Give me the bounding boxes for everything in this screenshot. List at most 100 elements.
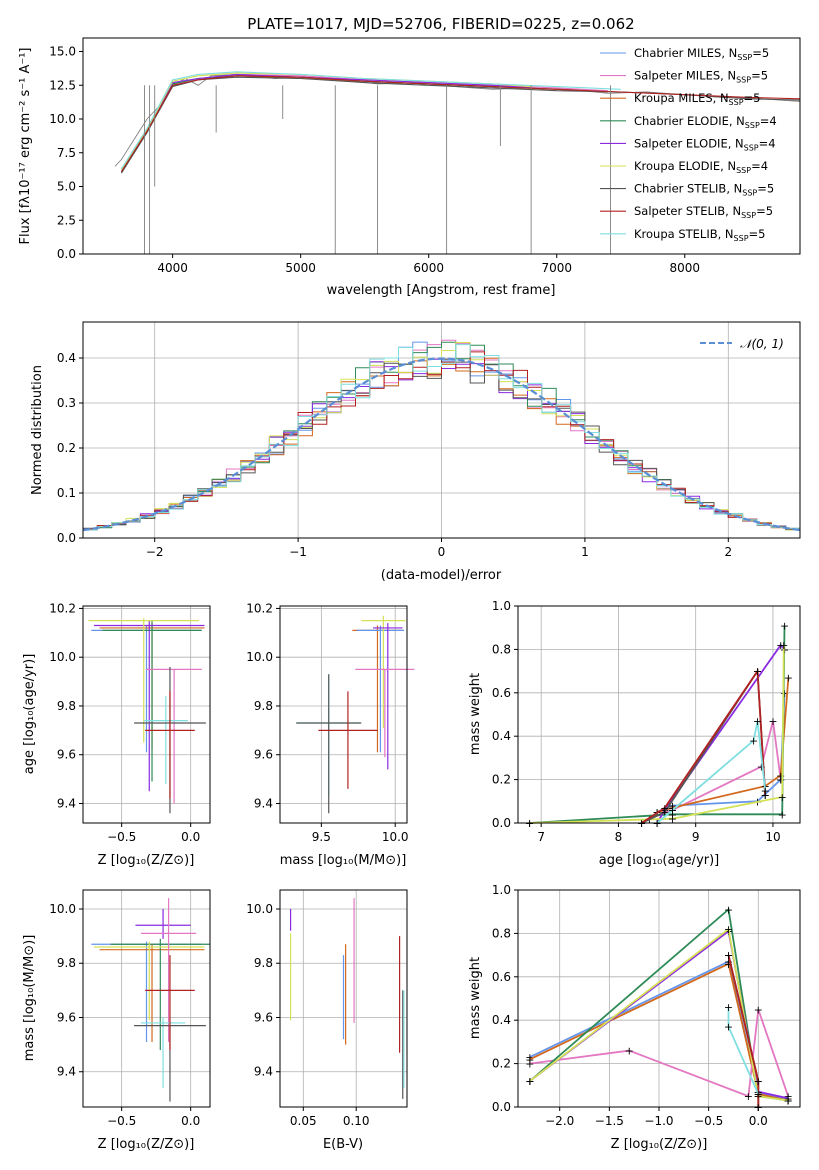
spectrum-line xyxy=(120,71,621,170)
legend-label-value: =4 xyxy=(760,114,777,128)
weight-age-marker: + xyxy=(761,784,770,797)
weight-age-marker: + xyxy=(753,715,762,728)
weight-z-line xyxy=(727,1007,760,1095)
y-tick-label: 9.4 xyxy=(57,1065,76,1079)
weight-age-marker: + xyxy=(753,665,762,678)
legend-label-sub: SSP xyxy=(745,121,760,130)
y-tick-label: 0.8 xyxy=(492,926,511,940)
y-tick-label: 0.0 xyxy=(57,247,76,261)
weight-age-ylabel: mass weight xyxy=(468,673,483,755)
legend-label-text: Kroupa MILES, N xyxy=(634,91,729,105)
legend-label-text: Salpeter STELIB, N xyxy=(634,204,741,218)
x-tick-label: −1.5 xyxy=(595,1114,624,1128)
y-tick-label: 9.8 xyxy=(254,956,273,970)
x-tick-label: 0.0 xyxy=(181,830,200,844)
legend-label: Chabrier ELODIE, NSSP=4 xyxy=(634,114,777,130)
legend-label-value: =5 xyxy=(751,69,768,83)
mass-z-panel: −0.5 0.0 9.4 9.6 9.8 10.0 Z [log₁₀(Z/Z⊙)] mas… xyxy=(22,889,211,1152)
weight-z-marker: + xyxy=(724,949,733,962)
legend-label: Kroupa ELODIE, NSSP=4 xyxy=(634,159,768,175)
weight-age-marker: + xyxy=(668,802,677,815)
legend-label-text: Kroupa STELIB, N xyxy=(634,227,734,241)
weight-z-line xyxy=(529,927,789,1102)
spectrum-line xyxy=(120,75,800,172)
x-tick-label: 10 xyxy=(765,830,780,844)
residual-histogram xyxy=(83,344,800,531)
y-tick-label: 9.8 xyxy=(57,699,76,713)
mass-ebv-xlabel: E(B-V) xyxy=(323,1137,363,1152)
y-tick-label: 9.4 xyxy=(57,796,76,810)
legend-label-value: =5 xyxy=(757,182,774,196)
weight-z-marker: + xyxy=(525,1058,534,1071)
y-tick-label: 9.6 xyxy=(254,1010,273,1024)
spectrum-xlabel: wavelength [Angstrom, rest frame] xyxy=(327,283,556,298)
weight-z-marker: + xyxy=(525,1075,534,1088)
x-tick-label: −2.0 xyxy=(545,1114,574,1128)
y-tick-label: 0.0 xyxy=(492,1100,511,1114)
spectrum-title: PLATE=1017, MJD=52706, FIBERID=0225, z=0… xyxy=(247,15,634,33)
y-tick-label: 1.0 xyxy=(492,883,511,897)
weight-age-marker: + xyxy=(776,639,785,652)
gaussian-legend-label: 𝒩(0, 1) xyxy=(740,337,784,351)
weight-age-marker: + xyxy=(660,802,669,815)
weight-z-marker: + xyxy=(525,1051,534,1064)
weight-z-marker: + xyxy=(525,1053,534,1066)
legend-label-sub: SSP xyxy=(729,98,744,107)
age-z-ylabel: age [log₁₀(age/yr)] xyxy=(22,654,37,775)
x-tick-label: −2 xyxy=(146,545,164,559)
age-mass-panel: 9.5 10.0 9.4 9.6 9.8 10.0 10.2 mass [log₁₀(M/M… xyxy=(246,601,415,868)
legend-label-value: =4 xyxy=(751,159,768,173)
y-tick-label: 9.8 xyxy=(57,956,76,970)
x-tick-label: 0.05 xyxy=(290,1114,317,1128)
x-tick-label: 7000 xyxy=(541,261,572,275)
legend-label-sub: SSP xyxy=(744,143,759,152)
y-tick-label: 9.4 xyxy=(254,1065,273,1079)
residual-axes-frame xyxy=(82,321,801,539)
weight-z-marker: + xyxy=(783,1094,792,1107)
weight-z-line xyxy=(529,1009,789,1098)
legend-label: Chabrier MILES, NSSP=5 xyxy=(634,46,769,62)
y-tick-label: 9.6 xyxy=(57,748,76,762)
legend-label-value: =5 xyxy=(749,227,766,241)
legend-label-text: Salpeter ELODIE, N xyxy=(634,136,744,150)
mass-ebv-axes-frame xyxy=(279,889,408,1108)
y-tick-label: 10.0 xyxy=(49,650,76,664)
weight-z-marker: + xyxy=(754,1075,763,1088)
weight-age-marker: + xyxy=(776,774,785,787)
y-tick-label: 10.0 xyxy=(246,902,273,916)
spectrum-series-group xyxy=(114,71,800,254)
legend-label-sub: SSP xyxy=(737,53,752,62)
weight-z-marker: + xyxy=(783,1094,792,1107)
legend-label-value: =5 xyxy=(752,46,769,60)
x-tick-label: 7 xyxy=(537,830,545,844)
weight-z-xlabel: Z [log₁₀(Z/Z⊙)] xyxy=(611,1137,708,1152)
y-tick-label: 10.0 xyxy=(49,112,76,126)
y-tick-label: 0.8 xyxy=(492,642,511,656)
y-tick-label: 0.4 xyxy=(492,729,511,743)
weight-age-marker: + xyxy=(779,639,788,652)
weight-age-line xyxy=(656,720,767,824)
x-tick-label: 2 xyxy=(724,545,732,559)
x-tick-label: −0.5 xyxy=(107,830,136,844)
legend-label-sub: SSP xyxy=(736,166,751,175)
y-tick-label: 0.6 xyxy=(492,970,511,984)
age-z-panel: −0.5 0.0 9.4 9.6 9.8 10.0 10.2 Z [log₁₀(Z/Z⊙)]… xyxy=(22,601,211,868)
residual-histogram xyxy=(83,351,800,530)
y-tick-label: 10.0 xyxy=(49,902,76,916)
y-tick-label: 5.0 xyxy=(57,180,76,194)
weight-z-marker: + xyxy=(744,1090,753,1103)
x-tick-label: −0.5 xyxy=(107,1114,136,1128)
spectrum-line xyxy=(120,73,532,172)
legend-label-sub: SSP xyxy=(741,211,756,220)
y-tick-label: 0.6 xyxy=(492,686,511,700)
weight-age-marker: + xyxy=(668,808,677,821)
legend-label-sub: SSP xyxy=(734,234,749,243)
weight-z-marker: + xyxy=(754,1088,763,1101)
weight-age-line xyxy=(641,668,767,824)
weight-age-marker: + xyxy=(668,800,677,813)
legend-label-value: =5 xyxy=(756,204,773,218)
weight-age-marker: + xyxy=(784,672,793,685)
y-tick-label: 0.2 xyxy=(492,1057,511,1071)
y-tick-label: 0.0 xyxy=(57,531,76,545)
